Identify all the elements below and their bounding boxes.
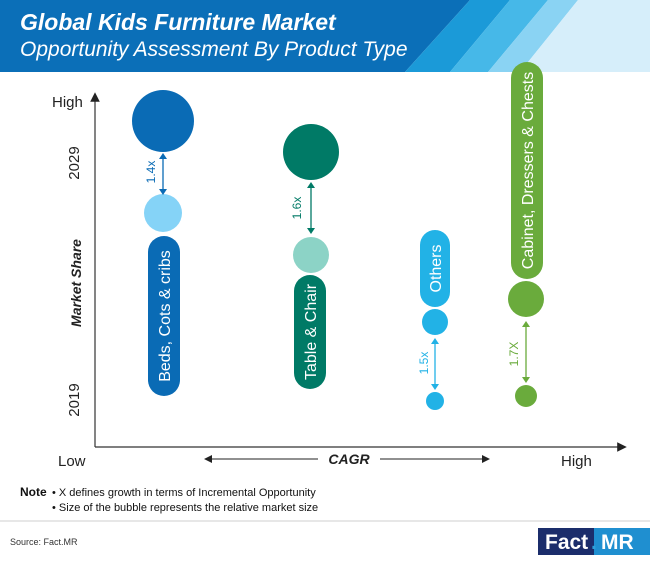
- page-title: Global Kids Furniture Market: [20, 9, 337, 35]
- category-label-1: Beds, Cots & cribs: [157, 250, 174, 382]
- series-4: Cabinet, Dressers & Chests 1.7X: [507, 62, 544, 407]
- notes: Note • X defines growth in terms of Incr…: [0, 485, 650, 547]
- axes: High Low High 2029 2019 Market Share CAG…: [52, 92, 627, 470]
- category-pill-3: [420, 230, 450, 307]
- header-banner: Global Kids Furniture Market Opportunity…: [0, 0, 650, 72]
- bubble-2019-2: [293, 237, 329, 273]
- bubble-2029-4: [508, 281, 544, 317]
- category-label-4: Cabinet, Dressers & Chests: [520, 72, 537, 269]
- note-label: Note: [20, 485, 47, 499]
- series-2: Table & Chair 1.6x: [283, 124, 339, 389]
- growth-arrow-head-up-2: [307, 182, 315, 188]
- category-pill-4: [511, 62, 543, 279]
- growth-multiplier-4: 1.7X: [507, 342, 521, 367]
- header-band-mid: [405, 0, 510, 72]
- logo-text-mr: MR: [601, 531, 634, 554]
- x-axis-high-label: High: [561, 453, 592, 470]
- bubble-2019-1: [144, 194, 182, 232]
- growth-arrow-head-down-4: [522, 377, 530, 383]
- category-pill-1: [148, 236, 180, 396]
- header-band-fade: [520, 0, 650, 72]
- growth-arrow-head-up-1: [159, 153, 167, 159]
- category-pill-2: [294, 275, 326, 389]
- category-label-2: Table & Chair: [303, 283, 320, 380]
- series-1: Beds, Cots & cribs 1.4x: [132, 90, 194, 396]
- header-band-light: [450, 0, 548, 72]
- logo-text-dot: .: [591, 531, 597, 554]
- source-text: Source: Fact.MR: [10, 537, 78, 547]
- growth-arrow-head-up-4: [522, 321, 530, 327]
- logo-box-right: [594, 528, 650, 555]
- logo-text-fact: Fact: [545, 531, 588, 554]
- bubble-2029-1: [132, 90, 194, 152]
- y-axis-high-label: High: [52, 94, 83, 111]
- note-line-1: • X defines growth in terms of Increment…: [52, 487, 316, 499]
- growth-multiplier-1: 1.4x: [144, 161, 158, 184]
- growth-arrow-head-down-2: [307, 228, 315, 234]
- series-layer: Beds, Cots & cribs 1.4x Table & Chair 1.6x O…: [132, 62, 544, 410]
- series-3: Others 1.5x: [417, 230, 450, 410]
- y-axis-top-year: 2029: [66, 146, 83, 179]
- bubble-2019-3: [426, 392, 444, 410]
- category-label-3: Others: [428, 244, 445, 292]
- growth-arrow-head-down-3: [431, 384, 439, 390]
- logo-box-left: [538, 528, 594, 555]
- y-axis-bottom-year: 2019: [66, 383, 83, 416]
- x-axis-low-label: Low: [58, 453, 86, 470]
- growth-arrow-head-down-1: [159, 189, 167, 195]
- factmr-logo: Fact . MR: [538, 528, 650, 555]
- growth-multiplier-2: 1.6x: [290, 197, 304, 220]
- note-line-2: • Size of the bubble represents the rela…: [52, 502, 318, 514]
- bubble-2029-2: [283, 124, 339, 180]
- header-band-dark: [0, 0, 470, 72]
- growth-arrow-head-up-3: [431, 338, 439, 344]
- page-subtitle: Opportunity Assessment By Product Type: [20, 38, 408, 61]
- header-band-pale: [488, 0, 578, 72]
- growth-multiplier-3: 1.5x: [417, 352, 431, 375]
- bubble-2029-3: [422, 309, 448, 335]
- y-axis-title: Market Share: [68, 239, 84, 327]
- bubble-2019-4: [515, 385, 537, 407]
- x-axis-title: CAGR: [328, 451, 370, 467]
